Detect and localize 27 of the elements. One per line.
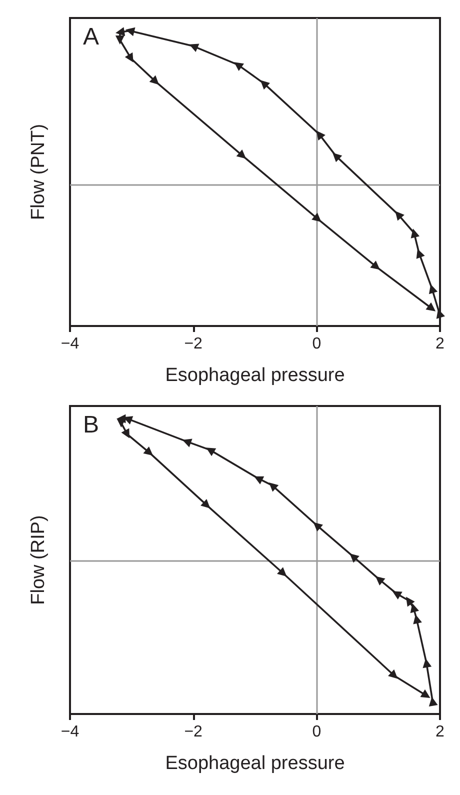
x-tick-label: 2 [436, 336, 445, 352]
point [422, 658, 432, 668]
point [268, 482, 279, 492]
point [375, 576, 386, 586]
x-tick-label: 2 [436, 724, 445, 740]
x-tick-label: 0 [312, 336, 322, 352]
x-tick-label: −4 [60, 336, 80, 352]
point [410, 603, 420, 614]
point [313, 522, 324, 532]
point [406, 596, 415, 607]
point [350, 553, 360, 563]
x-tick-label: −2 [184, 336, 203, 352]
x-tick-label: −2 [184, 724, 203, 740]
x-axis-title: Esophageal pressure [165, 753, 345, 774]
point [392, 591, 402, 600]
y-axis-title: Flow (PNT) [28, 124, 49, 220]
x-tick-label: −4 [60, 724, 80, 740]
x-axis-title: Esophageal pressure [165, 365, 345, 386]
point [413, 614, 422, 624]
x-tick-label: 0 [312, 724, 322, 740]
point [206, 448, 216, 456]
chart-title: B [83, 412, 100, 438]
chart-title: A [83, 24, 100, 50]
y-axis-title: Flow (RIP) [28, 515, 49, 605]
point [182, 438, 192, 448]
point [428, 696, 438, 706]
point [254, 476, 264, 484]
